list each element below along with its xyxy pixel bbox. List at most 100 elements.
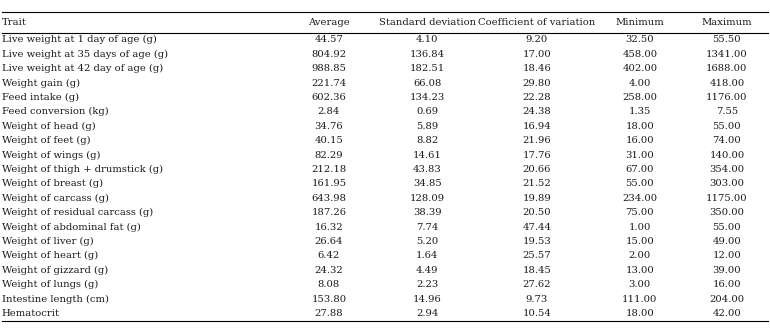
- Text: 128.09: 128.09: [410, 194, 445, 203]
- Text: 17.00: 17.00: [522, 50, 551, 59]
- Text: 22.28: 22.28: [522, 93, 551, 102]
- Text: 21.52: 21.52: [522, 180, 551, 188]
- Text: Standard deviation: Standard deviation: [379, 17, 476, 26]
- Text: 153.80: 153.80: [311, 295, 346, 304]
- Text: 14.96: 14.96: [413, 295, 442, 304]
- Text: 21.96: 21.96: [522, 136, 551, 145]
- Text: Weight gain (g): Weight gain (g): [2, 79, 79, 87]
- Text: 18.45: 18.45: [522, 266, 551, 275]
- Text: Live weight at 1 day of age (g): Live weight at 1 day of age (g): [2, 35, 156, 44]
- Text: 1.35: 1.35: [628, 107, 651, 116]
- Text: 2.84: 2.84: [317, 107, 340, 116]
- Text: Maximum: Maximum: [701, 17, 752, 26]
- Text: Weight of carcass (g): Weight of carcass (g): [2, 194, 109, 203]
- Text: 1.64: 1.64: [416, 251, 439, 260]
- Text: 1.00: 1.00: [628, 223, 651, 232]
- Text: 5.20: 5.20: [417, 237, 438, 246]
- Text: 55.00: 55.00: [625, 180, 654, 188]
- Text: 55.00: 55.00: [712, 223, 742, 232]
- Text: 418.00: 418.00: [709, 79, 745, 87]
- Text: 204.00: 204.00: [709, 295, 745, 304]
- Text: 27.88: 27.88: [314, 309, 343, 318]
- Text: 74.00: 74.00: [712, 136, 742, 145]
- Text: 140.00: 140.00: [709, 150, 745, 159]
- Text: Weight of abdominal fat (g): Weight of abdominal fat (g): [2, 222, 140, 232]
- Text: Weight of breast (g): Weight of breast (g): [2, 179, 102, 188]
- Text: 187.26: 187.26: [311, 208, 346, 217]
- Text: 136.84: 136.84: [410, 50, 445, 59]
- Text: Live weight at 35 days of age (g): Live weight at 35 days of age (g): [2, 50, 168, 59]
- Text: 38.39: 38.39: [413, 208, 442, 217]
- Text: Average: Average: [308, 17, 350, 26]
- Text: 3.00: 3.00: [629, 280, 651, 289]
- Text: 4.49: 4.49: [416, 266, 439, 275]
- Text: Feed intake (g): Feed intake (g): [2, 93, 79, 102]
- Text: 354.00: 354.00: [709, 165, 745, 174]
- Text: 221.74: 221.74: [311, 79, 346, 87]
- Text: 1176.00: 1176.00: [706, 93, 748, 102]
- Text: 42.00: 42.00: [712, 309, 742, 318]
- Text: 34.85: 34.85: [413, 180, 442, 188]
- Text: 2.94: 2.94: [416, 309, 439, 318]
- Text: Intestine length (cm): Intestine length (cm): [2, 295, 109, 304]
- Text: 111.00: 111.00: [622, 295, 658, 304]
- Text: 602.36: 602.36: [311, 93, 346, 102]
- Text: 17.76: 17.76: [522, 150, 551, 159]
- Text: 55.50: 55.50: [712, 35, 742, 44]
- Text: 18.00: 18.00: [625, 122, 654, 131]
- Text: Live weight at 42 day of age (g): Live weight at 42 day of age (g): [2, 64, 162, 73]
- Text: Weight of lungs (g): Weight of lungs (g): [2, 280, 98, 289]
- Text: 402.00: 402.00: [622, 64, 658, 73]
- Text: Weight of feet (g): Weight of feet (g): [2, 136, 90, 145]
- Text: Weight of liver (g): Weight of liver (g): [2, 237, 93, 246]
- Text: 5.89: 5.89: [417, 122, 438, 131]
- Text: 32.50: 32.50: [625, 35, 654, 44]
- Text: Weight of heart (g): Weight of heart (g): [2, 251, 98, 260]
- Text: Weight of residual carcass (g): Weight of residual carcass (g): [2, 208, 152, 217]
- Text: 75.00: 75.00: [625, 208, 654, 217]
- Text: 14.61: 14.61: [413, 150, 442, 159]
- Text: 20.50: 20.50: [522, 208, 551, 217]
- Text: 182.51: 182.51: [410, 64, 445, 73]
- Text: 6.42: 6.42: [318, 251, 340, 260]
- Text: 9.20: 9.20: [526, 35, 547, 44]
- Text: 55.00: 55.00: [712, 122, 742, 131]
- Text: 2.00: 2.00: [629, 251, 651, 260]
- Text: 16.94: 16.94: [522, 122, 551, 131]
- Text: 16.00: 16.00: [625, 136, 654, 145]
- Text: 31.00: 31.00: [625, 150, 654, 159]
- Text: 258.00: 258.00: [622, 93, 658, 102]
- Text: 458.00: 458.00: [622, 50, 658, 59]
- Text: 12.00: 12.00: [712, 251, 742, 260]
- Text: 804.92: 804.92: [311, 50, 346, 59]
- Text: Feed conversion (kg): Feed conversion (kg): [2, 107, 109, 116]
- Text: 4.10: 4.10: [416, 35, 439, 44]
- Text: 29.80: 29.80: [522, 79, 551, 87]
- Text: 4.00: 4.00: [628, 79, 651, 87]
- Text: Coefficient of variation: Coefficient of variation: [478, 17, 595, 26]
- Text: 82.29: 82.29: [314, 150, 343, 159]
- Text: 212.18: 212.18: [311, 165, 346, 174]
- Text: 24.32: 24.32: [314, 266, 343, 275]
- Text: 134.23: 134.23: [410, 93, 445, 102]
- Text: 20.66: 20.66: [523, 165, 551, 174]
- Text: 643.98: 643.98: [311, 194, 346, 203]
- Text: Weight of gizzard (g): Weight of gizzard (g): [2, 266, 108, 275]
- Text: 8.08: 8.08: [318, 280, 340, 289]
- Text: 7.55: 7.55: [716, 107, 738, 116]
- Text: 18.00: 18.00: [625, 309, 654, 318]
- Text: 15.00: 15.00: [625, 237, 654, 246]
- Text: 25.57: 25.57: [522, 251, 551, 260]
- Text: 47.44: 47.44: [522, 223, 551, 232]
- Text: Weight of head (g): Weight of head (g): [2, 122, 95, 131]
- Text: 303.00: 303.00: [709, 180, 745, 188]
- Text: 40.15: 40.15: [314, 136, 343, 145]
- Text: 2.23: 2.23: [417, 280, 438, 289]
- Text: 27.62: 27.62: [522, 280, 551, 289]
- Text: 44.57: 44.57: [314, 35, 343, 44]
- Text: 66.08: 66.08: [413, 79, 441, 87]
- Text: Weight of thigh + drumstick (g): Weight of thigh + drumstick (g): [2, 165, 162, 174]
- Text: 0.69: 0.69: [417, 107, 438, 116]
- Text: 67.00: 67.00: [625, 165, 654, 174]
- Text: 24.38: 24.38: [522, 107, 551, 116]
